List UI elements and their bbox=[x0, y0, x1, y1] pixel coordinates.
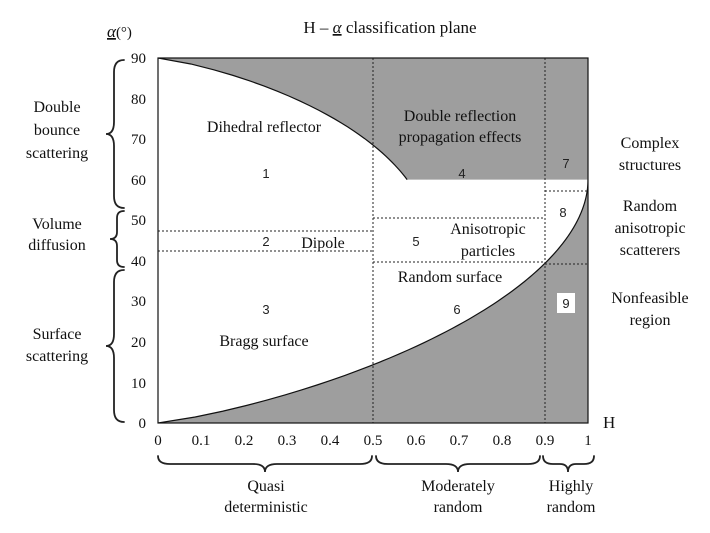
y-tick-label: 70 bbox=[131, 132, 146, 148]
bottom-label-line: random bbox=[434, 499, 483, 516]
x-tick-label: 0.2 bbox=[235, 433, 254, 449]
x-axis-label: H bbox=[603, 413, 615, 432]
zone-number-8: 8 bbox=[559, 205, 566, 220]
zone-label-anisotropic: Anisotropic bbox=[450, 221, 526, 238]
bottom-brace-highly-random bbox=[542, 455, 595, 473]
left-labels: Double bounce scattering Volume diffusio… bbox=[26, 99, 88, 365]
x-tick-label: 0.3 bbox=[278, 433, 297, 449]
plot-border bbox=[157, 57, 589, 424]
y-tick-label: 60 bbox=[131, 173, 146, 189]
x-tick-label: 0.6 bbox=[407, 433, 426, 449]
zone-label-particles: particles bbox=[461, 243, 515, 260]
x-axis-ticks: 0 0.1 0.2 0.3 0.4 0.5 0.6 0.7 0.8 0.9 1 bbox=[154, 433, 592, 449]
zone-labels: Dihedral reflector Dipole Bragg surface … bbox=[207, 108, 526, 350]
bottom-label-line: random bbox=[547, 499, 596, 516]
feasibility-boundary-curve bbox=[158, 58, 588, 423]
chart-title: H – α classification plane bbox=[303, 18, 476, 37]
y-tick-label: 10 bbox=[131, 376, 146, 392]
right-label-line: Random bbox=[623, 198, 678, 215]
zone-numbers: 1 2 3 4 5 6 7 8 9 bbox=[262, 156, 575, 317]
zone-label-double-reflection: Double reflection bbox=[404, 108, 516, 125]
y-tick-label: 50 bbox=[131, 213, 146, 229]
zone-number-3: 3 bbox=[262, 302, 269, 317]
y-tick-label: 20 bbox=[131, 335, 146, 351]
y-axis-label: α(°) bbox=[107, 22, 132, 41]
left-brace-surface-scattering bbox=[105, 269, 125, 423]
x-tick-label: 0 bbox=[154, 433, 162, 449]
zone-number-5: 5 bbox=[412, 234, 419, 249]
bottom-label-line: Quasi bbox=[247, 478, 285, 495]
zone-label-dihedral-reflector: Dihedral reflector bbox=[207, 119, 322, 136]
x-tick-label: 0.4 bbox=[321, 433, 340, 449]
right-label-line: Nonfeasible bbox=[611, 290, 688, 307]
bottom-label-line: Highly bbox=[549, 478, 593, 495]
right-label-line: region bbox=[630, 312, 671, 329]
nonfeasible-region-shading bbox=[158, 58, 588, 423]
bottom-brace-moderately-random bbox=[375, 455, 541, 473]
zone-label-bragg-surface: Bragg surface bbox=[219, 333, 308, 350]
y-tick-label: 30 bbox=[131, 294, 146, 310]
zone-number-4: 4 bbox=[458, 166, 465, 181]
left-braces bbox=[105, 59, 125, 423]
left-brace-double-bounce bbox=[105, 59, 125, 209]
x-tick-label: 0.9 bbox=[536, 433, 555, 449]
left-label-line: Double bbox=[33, 99, 80, 116]
right-label-line: Complex bbox=[621, 135, 680, 152]
right-label-line: structures bbox=[619, 157, 681, 174]
right-labels: Complex structures Random anisotropic sc… bbox=[611, 135, 688, 329]
y-tick-label: 40 bbox=[131, 254, 146, 270]
zone-9-label-box bbox=[557, 293, 575, 313]
zone-label-random-surface: Random surface bbox=[398, 269, 502, 286]
left-label-line: bounce bbox=[34, 122, 80, 139]
x-tick-label: 0.7 bbox=[450, 433, 469, 449]
x-tick-label: 0.1 bbox=[192, 433, 211, 449]
left-label-line: scattering bbox=[26, 348, 88, 365]
bottom-braces bbox=[157, 455, 595, 473]
x-tick-label: 1 bbox=[584, 433, 592, 449]
bottom-labels: Quasi deterministic Moderately random Hi… bbox=[224, 478, 596, 516]
zone-number-6: 6 bbox=[453, 302, 460, 317]
left-brace-volume-diffusion bbox=[109, 210, 125, 268]
right-label-line: scatterers bbox=[620, 242, 680, 259]
y-tick-label: 90 bbox=[131, 51, 146, 67]
y-tick-label: 80 bbox=[131, 92, 146, 108]
bottom-label-line: Moderately bbox=[421, 478, 495, 495]
y-tick-label: 0 bbox=[139, 416, 147, 432]
left-label-line: diffusion bbox=[28, 237, 85, 254]
left-label-line: scattering bbox=[26, 145, 88, 162]
x-tick-label: 0.5 bbox=[364, 433, 383, 449]
bottom-brace-quasi-deterministic bbox=[157, 455, 373, 473]
bottom-label-line: deterministic bbox=[224, 499, 308, 516]
right-label-line: anisotropic bbox=[614, 220, 685, 237]
zone-number-1: 1 bbox=[262, 166, 269, 181]
x-tick-label: 0.8 bbox=[493, 433, 512, 449]
zone-number-2: 2 bbox=[262, 234, 269, 249]
left-label-line: Surface bbox=[33, 326, 82, 343]
zone-label-dipole: Dipole bbox=[301, 235, 345, 252]
zone-boundaries bbox=[158, 58, 588, 423]
zone-number-7: 7 bbox=[562, 156, 569, 171]
zone-number-9: 9 bbox=[562, 296, 569, 311]
y-axis-ticks: 0 10 20 30 40 50 60 70 80 90 bbox=[131, 51, 146, 432]
left-label-line: Volume bbox=[32, 216, 81, 233]
zone-label-propagation-effects: propagation effects bbox=[399, 129, 522, 146]
